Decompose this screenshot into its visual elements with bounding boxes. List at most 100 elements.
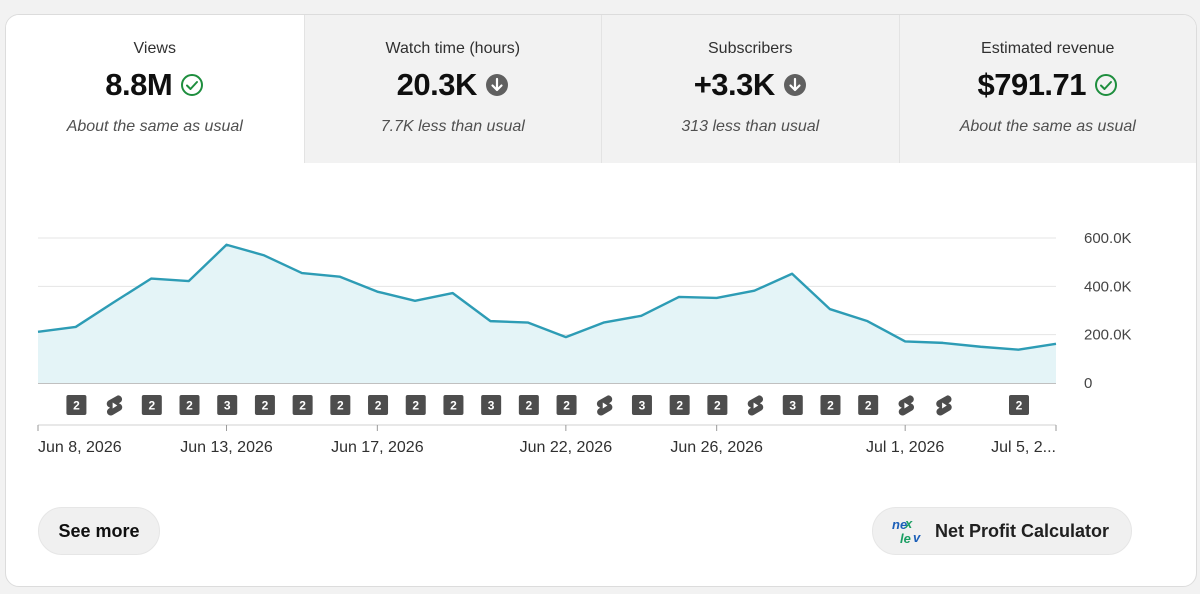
badge-box: [141, 395, 162, 415]
badge-box: [66, 395, 87, 415]
badge-count: 3: [488, 399, 495, 413]
svg-text:v: v: [913, 530, 921, 545]
arrow-down-circle-icon: [783, 74, 806, 96]
shorts-icon[interactable]: [747, 395, 764, 416]
svg-text:le: le: [900, 531, 911, 546]
publish-count-badge[interactable]: 2: [368, 395, 389, 415]
badge-count: 2: [563, 399, 570, 413]
shorts-icon[interactable]: [596, 395, 613, 416]
badge-box: [782, 395, 803, 415]
y-tick-label: 0: [1084, 375, 1092, 392]
views-chart[interactable]: 2 2 2 3 2 2 2 2 2 2 3 2 2 3 2 2 3 2 2 2 Jun 8, 2026 Jun 13, …: [6, 163, 1196, 493]
shorts-play: [753, 402, 759, 409]
tab-views[interactable]: Views 8.8M About the same as usual: [6, 15, 304, 163]
net-profit-calculator-button[interactable]: ne x le v Net Profit Calculator: [872, 507, 1132, 555]
publish-count-badge[interactable]: 2: [179, 395, 200, 415]
badge-count: 2: [827, 399, 834, 413]
y-tick-label: 600.0K: [1084, 230, 1132, 247]
badge-box: [179, 395, 200, 415]
publish-count-badge[interactable]: 2: [556, 395, 577, 415]
x-tick-label: Jul 1, 2026: [866, 439, 944, 456]
badge-count: 2: [1016, 399, 1023, 413]
check-circle-icon: [181, 74, 204, 96]
views-area-fill: [38, 244, 1056, 383]
badge-box: [368, 395, 389, 415]
publish-count-badge[interactable]: 2: [1009, 395, 1029, 415]
tab-subscribers[interactable]: Subscribers +3.3K 313 less than usual: [601, 15, 899, 163]
x-tick-label: Jun 17, 2026: [331, 439, 424, 456]
y-tick-label: 400.0K: [1084, 278, 1132, 295]
tab-watch-time-label: Watch time (hours): [385, 40, 521, 57]
publish-count-badge[interactable]: 2: [330, 395, 351, 415]
see-more-button[interactable]: See more: [38, 507, 160, 555]
publish-count-badge[interactable]: 2: [443, 395, 464, 415]
net-profit-calculator-label: Net Profit Calculator: [935, 520, 1110, 541]
badge-count: 2: [450, 399, 457, 413]
publish-count-badge[interactable]: 2: [858, 395, 879, 415]
tab-watch-time[interactable]: Watch time (hours) 20.3K 7.7K less than …: [303, 15, 601, 163]
publish-count-badge[interactable]: 3: [217, 395, 238, 415]
shorts-play: [602, 402, 608, 409]
publish-count-badge[interactable]: 2: [820, 395, 841, 415]
x-tick-label: Jun 13, 2026: [180, 439, 273, 456]
tab-views-comparison: About the same as usual: [66, 118, 243, 135]
shorts-icon[interactable]: [898, 395, 915, 416]
tab-subscribers-comparison: 313 less than usual: [681, 118, 820, 135]
tab-watch-time-value: 20.3K: [396, 67, 478, 102]
badge-box: [481, 395, 502, 415]
badge-box: [631, 395, 652, 415]
check-circle-icon: [1095, 74, 1118, 96]
tab-views-label: Views: [133, 40, 176, 57]
x-tick-label: Jun 22, 2026: [520, 439, 613, 456]
y-tick-label: 200.0K: [1084, 327, 1132, 344]
tab-revenue-value: $791.71: [977, 67, 1087, 102]
nexlev-logo-icon: ne x le v: [892, 516, 921, 546]
badge-count: 2: [186, 399, 193, 413]
badge-count: 2: [299, 399, 306, 413]
badge-count: 2: [375, 399, 382, 413]
analytics-card: Views 8.8M About the same as usual Watch…: [5, 14, 1197, 587]
views-series-line: [37, 243, 1057, 351]
badge-box: [707, 395, 728, 415]
badge-box: [858, 395, 879, 415]
publish-count-badge[interactable]: 2: [66, 395, 87, 415]
publish-count-badge[interactable]: 2: [292, 395, 313, 415]
x-tick-label: Jul 5, 2...: [991, 439, 1056, 456]
badge-box: [518, 395, 539, 415]
badge-box: [820, 395, 841, 415]
badge-box: [669, 395, 690, 415]
publish-count-badge[interactable]: 2: [141, 395, 162, 415]
tab-views-value: 8.8M: [105, 67, 173, 102]
x-tick-label: Jun 8, 2026: [38, 439, 122, 456]
tab-watch-time-comparison: 7.7K less than usual: [380, 118, 525, 135]
shorts-play: [942, 402, 947, 409]
badge-count: 3: [639, 399, 646, 413]
publish-count-badge[interactable]: 2: [405, 395, 426, 415]
publish-count-badge[interactable]: 3: [481, 395, 502, 415]
publish-count-badge[interactable]: 2: [669, 395, 690, 415]
publish-count-badge[interactable]: 2: [518, 395, 539, 415]
badge-box: [556, 395, 577, 415]
tab-revenue-label: Estimated revenue: [981, 40, 1115, 57]
shorts-icon[interactable]: [936, 395, 952, 416]
badge-count: 2: [73, 399, 80, 413]
badge-count: 2: [262, 399, 269, 413]
x-tick-label: Jun 26, 2026: [670, 439, 763, 456]
badge-count: 2: [337, 399, 344, 413]
tab-subscribers-value: +3.3K: [693, 67, 776, 102]
publish-count-badge[interactable]: 2: [254, 395, 275, 415]
badge-box: [443, 395, 464, 415]
tab-estimated-revenue[interactable]: Estimated revenue $791.71 About the same…: [898, 15, 1196, 163]
publish-count-badge[interactable]: 2: [707, 395, 728, 415]
shorts-icon[interactable]: [106, 395, 123, 416]
badge-count: 3: [789, 399, 796, 413]
shorts-play: [112, 402, 118, 409]
tab-revenue-comparison: About the same as usual: [959, 118, 1136, 135]
badge-box: [1009, 395, 1029, 415]
badge-count: 2: [526, 399, 533, 413]
publish-count-badge[interactable]: 3: [631, 395, 652, 415]
publish-count-badge[interactable]: 3: [782, 395, 803, 415]
badge-box: [330, 395, 351, 415]
badge-count: 2: [714, 399, 721, 413]
arrow-down-circle-icon: [485, 74, 508, 96]
